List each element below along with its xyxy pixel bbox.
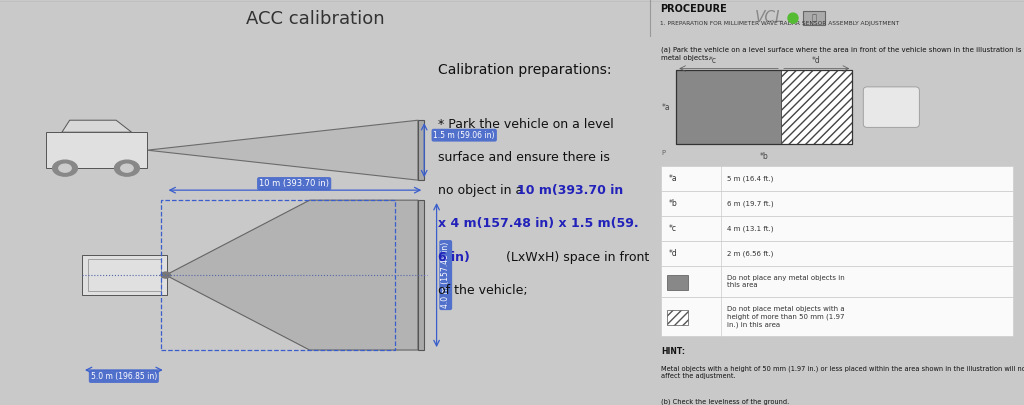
Bar — [677, 70, 852, 144]
Text: (a) Park the vehicle on a level surface where the area in front of the vehicle s: (a) Park the vehicle on a level surface … — [662, 47, 1024, 61]
Text: *b: *b — [669, 199, 678, 208]
Bar — [662, 297, 1013, 336]
Text: no object in a: no object in a — [438, 184, 527, 197]
Text: *c: *c — [669, 224, 677, 233]
Bar — [662, 166, 1013, 191]
Bar — [418, 120, 424, 180]
Text: 4 m (13.1 ft.): 4 m (13.1 ft.) — [727, 225, 773, 232]
Text: (LxWxH) space in front: (LxWxH) space in front — [502, 251, 649, 264]
Circle shape — [161, 272, 170, 278]
Text: 2 m (6.56 ft.): 2 m (6.56 ft.) — [727, 250, 773, 257]
Text: (b) Check the levelness of the ground.: (b) Check the levelness of the ground. — [662, 399, 790, 405]
Text: *d: *d — [812, 56, 821, 65]
FancyBboxPatch shape — [863, 87, 920, 127]
Polygon shape — [166, 200, 418, 350]
Bar — [88, 259, 161, 291]
Circle shape — [58, 164, 72, 172]
Circle shape — [52, 160, 78, 176]
Text: Metal objects with a height of 50 mm (1.97 in.) or less placed within the area s: Metal objects with a height of 50 mm (1.… — [662, 365, 1024, 379]
Text: *d: *d — [669, 249, 678, 258]
Text: x 4 m(157.48 in) x 1.5 m(59.: x 4 m(157.48 in) x 1.5 m(59. — [438, 217, 639, 230]
Text: of the vehicle;: of the vehicle; — [438, 284, 528, 296]
Polygon shape — [61, 120, 132, 132]
Text: Do not place metal objects with a
height of more than 50 mm (1.97
in.) in this a: Do not place metal objects with a height… — [727, 305, 845, 328]
Text: 5.0 m (196.85 in): 5.0 m (196.85 in) — [91, 372, 157, 381]
Bar — [667, 310, 688, 325]
Bar — [662, 266, 1013, 297]
Text: 10 m (393.70 in): 10 m (393.70 in) — [259, 179, 329, 188]
Text: PROCEDURE: PROCEDURE — [660, 4, 727, 14]
Text: P: P — [662, 150, 666, 156]
Text: 4.0 m (157.48 in): 4.0 m (157.48 in) — [441, 242, 451, 308]
Text: ⬛: ⬛ — [811, 14, 816, 23]
Text: Calibration preparations:: Calibration preparations: — [438, 63, 612, 77]
Bar — [662, 241, 1013, 266]
Text: VCL: VCL — [755, 10, 784, 25]
Text: 6 in): 6 in) — [438, 251, 470, 264]
Text: * Park the vehicle on a level: * Park the vehicle on a level — [438, 118, 614, 131]
Bar — [82, 255, 167, 295]
Text: HINT:: HINT: — [662, 347, 685, 356]
Text: 10 m(393.70 in: 10 m(393.70 in — [517, 184, 624, 197]
Bar — [161, 200, 395, 350]
Bar — [46, 132, 147, 168]
Circle shape — [788, 13, 798, 23]
Bar — [803, 11, 825, 25]
Bar — [781, 70, 852, 144]
Bar — [667, 275, 688, 290]
Text: *a: *a — [669, 174, 678, 183]
Circle shape — [115, 160, 139, 176]
Text: *b: *b — [760, 151, 769, 161]
Text: 6 m (19.7 ft.): 6 m (19.7 ft.) — [727, 200, 773, 207]
Bar — [418, 200, 424, 350]
Text: Do not place any metal objects in
this area: Do not place any metal objects in this a… — [727, 275, 845, 288]
Circle shape — [121, 164, 133, 172]
Bar — [677, 70, 781, 144]
Text: 5 m (16.4 ft.): 5 m (16.4 ft.) — [727, 175, 773, 182]
Text: ACC calibration: ACC calibration — [246, 10, 384, 28]
Bar — [662, 216, 1013, 241]
Text: *a: *a — [662, 102, 670, 112]
Polygon shape — [147, 120, 418, 180]
Bar — [662, 191, 1013, 216]
Text: 1. PREPARATION FOR MILLIMETER WAVE RADAR SENSOR ASSEMBLY ADJUSTMENT: 1. PREPARATION FOR MILLIMETER WAVE RADAR… — [660, 21, 899, 26]
Text: *c: *c — [709, 56, 717, 65]
Text: surface and ensure there is: surface and ensure there is — [438, 151, 610, 164]
Text: 1.5 m (59.06 in): 1.5 m (59.06 in) — [433, 131, 495, 140]
